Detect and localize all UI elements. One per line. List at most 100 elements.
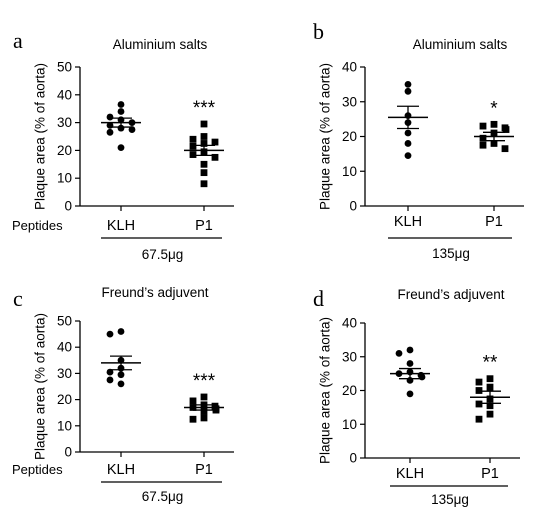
y-tick-label: 0 xyxy=(64,199,72,214)
panel-label: a xyxy=(13,28,23,53)
y-tick-label: 40 xyxy=(57,340,72,355)
data-point xyxy=(479,141,487,149)
data-point xyxy=(200,169,208,177)
data-point xyxy=(189,142,197,150)
data-point xyxy=(486,410,494,418)
y-tick-label: 30 xyxy=(342,94,357,109)
category-label: P1 xyxy=(195,218,213,234)
y-tick-label: 20 xyxy=(57,143,72,158)
panel-a: a Aluminium salts 0 10 20 30 40 50 Plaque area (… xyxy=(12,28,234,262)
data-point xyxy=(479,134,487,142)
y-tick-label: 40 xyxy=(57,87,72,102)
y-tick-label: 30 xyxy=(57,115,72,130)
data-point xyxy=(501,145,509,153)
y-tick-label: 40 xyxy=(342,316,357,331)
row-label: Peptides xyxy=(12,462,63,477)
data-point xyxy=(200,393,208,401)
chart-title: Freund’s adjuvent xyxy=(397,287,504,302)
dose-label: 135μg xyxy=(432,246,470,261)
y-tick-label: 30 xyxy=(342,349,357,364)
y-axis-label: Plaque area (% of aorta) xyxy=(318,63,333,210)
data-point xyxy=(106,376,114,384)
dose-label: 135μg xyxy=(431,492,469,507)
data-point xyxy=(117,144,125,152)
y-axis-label: Plaque area (% of aorta) xyxy=(33,313,48,460)
panel-label: c xyxy=(13,286,23,311)
y-tick-label: 20 xyxy=(342,383,357,398)
data-point xyxy=(106,128,114,136)
panel-b: b Aluminium salts 0 10 20 30 40 Plaque area (% … xyxy=(313,19,524,261)
data-point xyxy=(200,180,208,188)
chart-title: Freund’s adjuvent xyxy=(101,285,208,300)
data-point xyxy=(200,414,208,422)
data-point xyxy=(404,87,412,95)
y-tick-label: 50 xyxy=(57,314,72,329)
y-tick-label: 40 xyxy=(342,60,357,75)
y-axis-label: Plaque area (% of aorta) xyxy=(33,63,48,210)
data-point xyxy=(117,108,125,115)
data-point xyxy=(475,378,483,386)
category-label: KLH xyxy=(107,218,135,234)
data-point xyxy=(117,328,125,335)
y-tick-label: 0 xyxy=(349,199,357,214)
data-point xyxy=(200,160,208,168)
data-point xyxy=(106,330,114,338)
panel-c: c Freund’s adjuvent 0 10 20 30 40 50 Plaque area… xyxy=(12,285,234,504)
category-label: P1 xyxy=(481,466,499,482)
data-point xyxy=(486,402,494,410)
data-point xyxy=(406,360,414,367)
dose-label: 67.5μg xyxy=(142,247,184,262)
data-point xyxy=(212,406,220,414)
data-point xyxy=(404,80,412,88)
y-tick-label: 10 xyxy=(342,417,357,432)
significance-label: * xyxy=(490,98,498,119)
data-point xyxy=(128,126,136,133)
data-point xyxy=(486,375,494,383)
data-point xyxy=(189,151,197,158)
panel-label: b xyxy=(313,19,324,44)
y-tick-label: 10 xyxy=(57,171,72,186)
data-point xyxy=(486,383,494,391)
data-point xyxy=(406,390,414,398)
category-label: KLH xyxy=(396,466,424,482)
dose-label: 67.5μg xyxy=(142,489,184,504)
category-label: P1 xyxy=(485,214,503,230)
y-tick-label: 0 xyxy=(349,451,357,466)
row-label: Peptides xyxy=(12,218,63,233)
data-point xyxy=(404,140,412,147)
y-axis-label: Plaque area (% of aorta) xyxy=(318,317,333,464)
data-point xyxy=(479,122,487,130)
y-tick-label: 50 xyxy=(57,60,72,75)
y-tick-label: 0 xyxy=(64,445,72,460)
data-point xyxy=(189,135,197,143)
significance-label: ** xyxy=(483,353,498,374)
category-label: KLH xyxy=(107,462,135,478)
chart-title: Aluminium salts xyxy=(113,37,208,52)
data-point xyxy=(475,400,483,408)
data-point xyxy=(117,101,125,108)
data-point xyxy=(404,129,412,137)
data-point xyxy=(189,397,197,405)
data-point xyxy=(200,140,208,147)
chart-title: Aluminium salts xyxy=(413,37,508,52)
data-point xyxy=(189,415,197,423)
data-point xyxy=(475,387,483,394)
y-tick-label: 30 xyxy=(57,366,72,381)
data-point xyxy=(117,380,125,388)
data-point xyxy=(117,371,125,379)
data-point xyxy=(395,349,403,357)
data-point xyxy=(502,126,510,133)
data-point xyxy=(490,120,498,128)
data-point xyxy=(418,373,426,381)
data-point xyxy=(475,415,483,423)
y-tick-label: 10 xyxy=(57,418,72,433)
data-point xyxy=(406,346,414,354)
significance-label: *** xyxy=(193,371,216,392)
category-label: KLH xyxy=(394,214,422,230)
panel-label: d xyxy=(313,286,324,311)
y-tick-label: 10 xyxy=(342,164,357,179)
data-point xyxy=(200,120,208,128)
category-label: P1 xyxy=(195,462,213,478)
data-point xyxy=(211,153,219,161)
